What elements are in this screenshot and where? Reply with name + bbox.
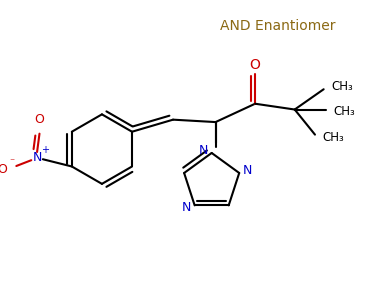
Text: O: O	[250, 58, 261, 72]
Text: N: N	[181, 201, 191, 214]
Text: CH₃: CH₃	[334, 105, 355, 119]
Text: N: N	[32, 151, 42, 164]
Text: ⁻: ⁻	[9, 157, 15, 168]
Text: AND Enantiomer: AND Enantiomer	[220, 19, 336, 33]
Text: CH₃: CH₃	[322, 130, 344, 143]
Text: +: +	[41, 145, 49, 155]
Text: N: N	[243, 164, 252, 177]
Text: O: O	[0, 163, 7, 176]
Text: N: N	[199, 144, 208, 157]
Text: CH₃: CH₃	[331, 80, 353, 93]
Text: O: O	[35, 113, 45, 126]
